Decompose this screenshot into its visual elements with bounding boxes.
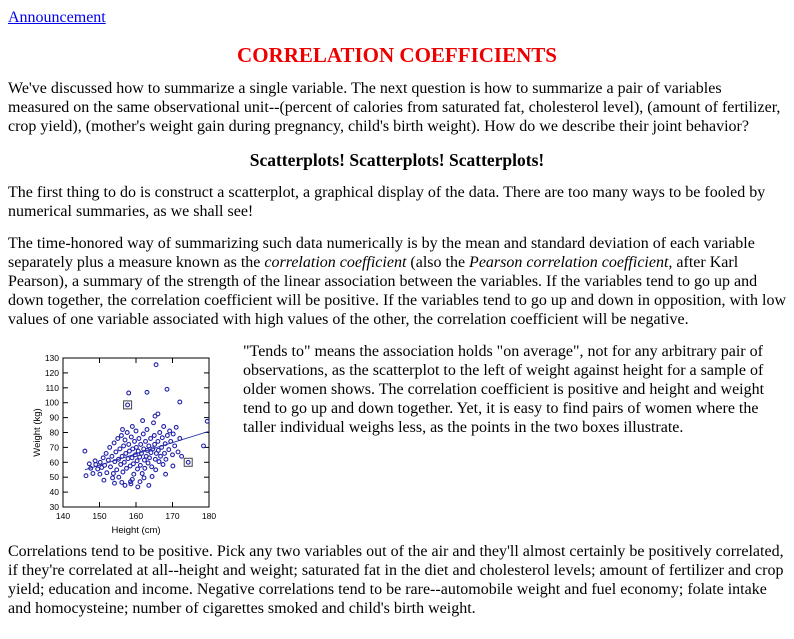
correlations-positive-paragraph: Correlations tend to be positive. Pick a… <box>8 543 784 617</box>
svg-text:120: 120 <box>45 368 59 378</box>
announcement-link[interactable]: Announcement <box>8 9 106 26</box>
svg-text:60: 60 <box>50 457 60 467</box>
correlation-definition-paragraph: The time-honored way of summarizing such… <box>8 234 786 329</box>
figure-section: 30 40 50 60 70 80 90 100 110 120 130 140 150 160 170 18… <box>8 342 786 542</box>
first-thing-paragraph: The first thing to do is construct a sca… <box>8 184 766 220</box>
weight-height-scatterplot: 30 40 50 60 70 80 90 100 110 120 130 140 150 160 170 18… <box>32 353 216 536</box>
svg-text:140: 140 <box>56 511 70 521</box>
svg-text:40: 40 <box>50 487 60 497</box>
svg-text:150: 150 <box>92 511 106 521</box>
y-axis-label: Weight (kg) <box>32 408 43 456</box>
tends-to-paragraph: "Tends to" means the association holds "… <box>243 343 765 436</box>
definition-text: The time-honored way of summarizing such… <box>8 235 755 271</box>
page-title: CORRELATION COEFFICIENTS <box>237 43 557 67</box>
svg-text:80: 80 <box>50 428 60 438</box>
scatterplot-figure: 30 40 50 60 70 80 90 100 110 120 130 140 150 160 170 18… <box>30 342 235 542</box>
intro-paragraph: We've discussed how to summarize a singl… <box>8 80 781 135</box>
svg-text:90: 90 <box>50 413 60 423</box>
svg-text:30: 30 <box>50 502 60 512</box>
pearson-correlation-term: Pearson correlation coefficient, <box>469 254 673 271</box>
svg-text:110: 110 <box>45 383 59 393</box>
svg-text:70: 70 <box>50 442 60 452</box>
svg-text:160: 160 <box>129 511 143 521</box>
scatterplots-heading: Scatterplots! Scatterplots! Scatterplots… <box>249 150 545 170</box>
definition-text: after Karl Pearson), a summary of the st… <box>8 254 786 328</box>
svg-text:50: 50 <box>50 472 60 482</box>
svg-text:130: 130 <box>45 353 59 363</box>
correlation-coefficient-term: correlation coefficient <box>264 254 407 271</box>
svg-text:170: 170 <box>165 511 179 521</box>
definition-text: (also the <box>406 254 470 271</box>
svg-text:100: 100 <box>45 398 59 408</box>
svg-text:180: 180 <box>202 511 216 521</box>
x-axis-label: Height (cm) <box>111 525 160 536</box>
